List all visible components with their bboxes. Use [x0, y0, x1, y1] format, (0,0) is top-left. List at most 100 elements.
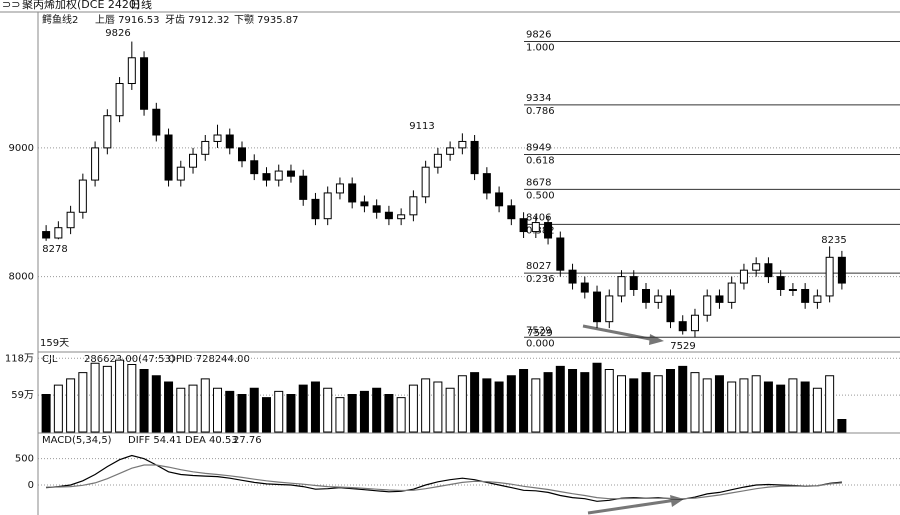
volume-bar [665, 369, 675, 433]
volume-bar [225, 390, 235, 433]
candle-body [654, 295, 663, 303]
legend-value: 上唇 7916.53 [95, 14, 160, 26]
candle-body [78, 179, 87, 213]
volume-bar [164, 381, 174, 433]
volume-bar [421, 378, 431, 433]
candle-body [629, 276, 638, 290]
volume-bar [825, 375, 835, 433]
candle-body [421, 166, 430, 198]
menu-icon[interactable]: ⊃⊃ [2, 0, 20, 11]
candle-body [335, 183, 344, 194]
candle-body [580, 282, 589, 293]
volume-bar [213, 387, 223, 433]
candle-body [495, 192, 504, 207]
annotation: 9113 [409, 121, 434, 132]
volume-bar [127, 364, 137, 433]
candle-body [152, 108, 161, 136]
candle-body [91, 147, 100, 181]
volume-legend: OPID 728244.00 [168, 354, 250, 365]
y-tick-label: 8000 [9, 272, 34, 283]
volume-bar [617, 375, 627, 433]
volume-bar [714, 375, 724, 433]
legend-value: 下颚 7935.87 [234, 14, 299, 26]
candle-body [690, 314, 699, 332]
candle-body [801, 288, 810, 303]
fib-ratio: 0.500 [526, 190, 555, 201]
candle-body [409, 196, 418, 216]
candle-body [433, 153, 442, 168]
candle-body [605, 295, 614, 323]
volume-bar [286, 394, 296, 433]
candle-body [788, 288, 797, 291]
candle-body [176, 166, 185, 181]
candle-body [360, 201, 369, 207]
volume-bar [66, 378, 76, 433]
volume-bar [237, 394, 247, 433]
fib-ratio: 0.000 [526, 338, 555, 349]
candle-body [642, 288, 650, 303]
y-tick-label: 0 [28, 480, 34, 491]
y-tick-label: 59万 [11, 390, 34, 401]
candle-body [446, 147, 455, 155]
volume-bar [653, 375, 663, 433]
volume-bar [261, 397, 271, 433]
volume-bar [200, 378, 210, 433]
volume-bar [800, 381, 810, 433]
volume-bar [298, 384, 308, 433]
candle-body [250, 160, 259, 175]
volume-bar [457, 375, 467, 433]
fib-price: 8027 [526, 261, 551, 272]
divergence-arrow [587, 498, 677, 515]
fib-price: 7529 [526, 325, 551, 336]
volume-bar [739, 378, 749, 433]
legend-label: 鳄鱼线2 [42, 13, 78, 26]
fib-ratio: 0.786 [526, 106, 555, 117]
candle-body [825, 256, 834, 297]
candle-body [593, 291, 602, 323]
volume-bar [506, 375, 516, 433]
arrow-head [649, 334, 664, 345]
candle-body [42, 231, 51, 239]
candle-body [666, 295, 675, 323]
candle-body [323, 192, 332, 220]
y-tick-label: 118万 [5, 353, 34, 364]
annotation: 7529 [527, 328, 552, 339]
volume-bar [176, 387, 186, 433]
macd-diff-line [46, 454, 842, 502]
candle-body [213, 134, 222, 142]
volume-bar [347, 394, 357, 433]
candle-body [470, 140, 479, 175]
candle-body [752, 263, 761, 271]
candle-body [397, 214, 406, 220]
macd-dea-line [46, 464, 842, 500]
volume-bar [102, 365, 112, 433]
volume-bar [274, 390, 284, 433]
candle-body [164, 134, 173, 181]
macd-legend: DIFF 54.41 [128, 435, 182, 446]
candle-body [715, 295, 724, 303]
candle-body [776, 276, 785, 290]
annotation: 8235 [821, 235, 846, 246]
volume-title: CJL [42, 354, 58, 365]
volume-bar [482, 378, 492, 433]
volume-bar [494, 381, 504, 433]
fib-price: 9334 [526, 93, 551, 104]
volume-bar [751, 375, 761, 433]
candle-body [262, 173, 271, 181]
volume-bar [445, 387, 455, 433]
y-tick-label: 500 [15, 454, 34, 465]
candle-body [286, 170, 295, 177]
volume-bar [690, 372, 700, 433]
volume-bar [763, 381, 773, 433]
volume-bar [139, 369, 149, 433]
candle-body [201, 140, 210, 155]
macd-legend: 27.76 [233, 435, 262, 446]
header-period[interactable]: 日线 [130, 0, 152, 11]
candle-body [54, 227, 63, 239]
candle-body [115, 83, 124, 117]
annotation: 9826 [105, 28, 130, 39]
candle-body [507, 205, 516, 220]
candle-body [238, 147, 246, 162]
candle-body [813, 295, 822, 303]
candle-body [727, 282, 736, 303]
